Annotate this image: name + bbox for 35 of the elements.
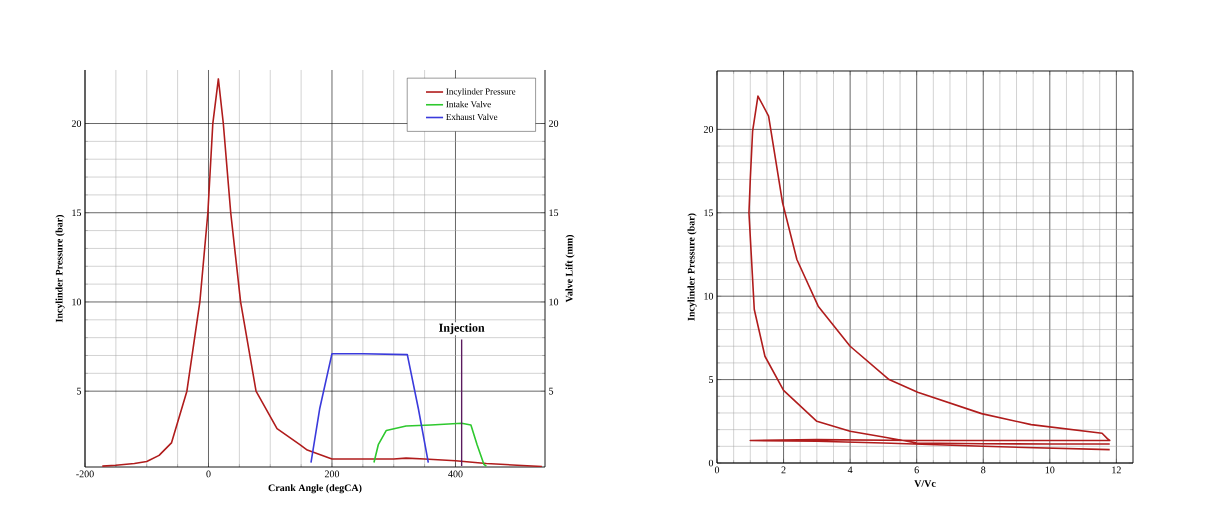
x-tick-label: 8 bbox=[981, 466, 986, 474]
y-tick-label: 20 bbox=[703, 126, 714, 133]
y-tick-label: 5 bbox=[77, 387, 82, 395]
x-tick-label: 4 bbox=[847, 466, 853, 474]
y2-tick-label: 15 bbox=[549, 209, 559, 217]
line-series bbox=[373, 422, 488, 467]
y2-tick-label: 5 bbox=[549, 387, 554, 395]
x-axis-title: V/Vc bbox=[914, 480, 936, 487]
line-series bbox=[310, 352, 430, 464]
x-tick-label: 2 bbox=[781, 466, 786, 474]
x-tick-label: 10 bbox=[1045, 466, 1055, 474]
x-tick-label: 400 bbox=[448, 470, 463, 478]
y2-tick-label: 10 bbox=[549, 298, 559, 306]
x-tick-label: 200 bbox=[324, 470, 340, 478]
y2-axis-title: Valve Lift (mm) bbox=[565, 234, 575, 303]
y-tick-label: 5 bbox=[709, 376, 714, 383]
legend-label: Exhaust Valve bbox=[446, 113, 498, 121]
annotation: Injection bbox=[439, 323, 485, 335]
x-axis-title: Crank Angle (degCA) bbox=[268, 484, 362, 494]
legend-label: Incylinder Pressure bbox=[446, 88, 516, 97]
x-tick-label: 6 bbox=[914, 466, 919, 474]
y-tick-label: 10 bbox=[704, 292, 714, 300]
y-tick-label: 15 bbox=[704, 209, 714, 217]
y-tick-label: 0 bbox=[708, 459, 714, 467]
y-tick-label: 20 bbox=[71, 120, 82, 127]
legend-label: Intake Valve bbox=[446, 100, 491, 108]
y-axis-title: Incylinder Pressure (bar) bbox=[687, 213, 697, 321]
y2-tick-label: 20 bbox=[548, 120, 559, 127]
x-tick-label: 12 bbox=[1112, 466, 1121, 474]
y-axis-title: Incylinder Pressure (bar) bbox=[55, 214, 65, 323]
y-tick-label: 15 bbox=[72, 209, 82, 217]
x-tick-label: 0 bbox=[206, 470, 211, 478]
y-tick-label: 10 bbox=[72, 298, 82, 306]
x-tick-label: 0 bbox=[714, 466, 720, 474]
x-tick-label: -200 bbox=[76, 470, 94, 478]
